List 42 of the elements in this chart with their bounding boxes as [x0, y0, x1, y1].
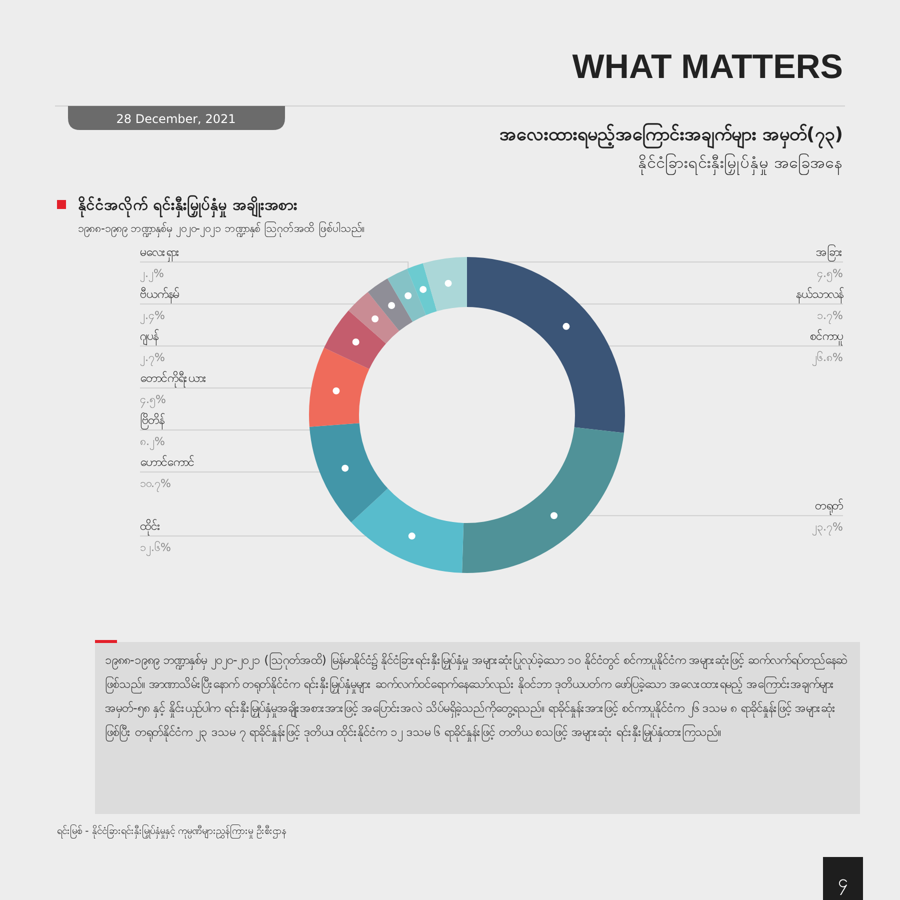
- slice-label: နယ်သာလန်: [796, 286, 844, 304]
- donut-slice: [467, 257, 625, 433]
- data-label: ၂၃.၇%: [812, 520, 843, 536]
- donut-slice: [309, 348, 370, 427]
- slice-label: အခြား: [816, 243, 843, 262]
- slice-label: ဗီယက်နမ်: [140, 286, 179, 304]
- slice-label: ထိုင်း: [140, 518, 161, 536]
- data-label: ၁.၇%: [817, 309, 843, 324]
- donut-slice: [406, 263, 437, 316]
- data-label: ၈.၂%: [140, 435, 165, 450]
- data-label: ၄.၅%: [817, 267, 843, 282]
- data-label: ၂.၂%: [140, 267, 164, 282]
- data-label: ၁၂.၆%: [140, 541, 171, 556]
- slice-label: တောင်ကိုရီးယား: [140, 370, 207, 388]
- donut-slice: [351, 488, 464, 573]
- text: ၄: [838, 871, 848, 895]
- slice-label: စင်ကာပူ: [810, 328, 843, 346]
- slice-label: တရုတ်: [815, 498, 843, 516]
- text: ရင်းမြစ် - နိုင်ငံခြားရင်းနှီးမြှုပ်နှံမှုနှင့် ကုမ္ပဏီများညွှန်ကြားမှု ဦးစီးဌာန: [57, 823, 286, 839]
- text: WHAT MATTERS: [572, 48, 843, 86]
- chart-title: အလေးထားရမည့်အကြောင်းအချက်များ အမှတ်(၇၃): [499, 122, 843, 149]
- slice-label: ဂျပန်: [140, 328, 159, 346]
- donut-slice: [309, 423, 388, 522]
- data-label: ၁၀.၇%: [140, 477, 171, 492]
- slice-label: မလေးရှား: [140, 245, 180, 262]
- donut-slice: [324, 310, 386, 370]
- text: ၁၉၈၈-၁၉၈၉ ဘဏ္ဍာနှစ်မှ ၂၀၂၀-၂၀၂၁ ဘဏ္ဍာနှစ် ဩဂုတ်အထိ ဖြစ်ပါသည်။: [78, 221, 364, 237]
- text: 28 December, 2021: [116, 112, 236, 126]
- donut-slice: [348, 292, 400, 344]
- slice-label: ဗြိတိန်: [140, 412, 165, 430]
- data-label: ၂.၄%: [140, 309, 165, 324]
- donut-slice: [422, 257, 467, 312]
- data-label: ၂၆.၈%: [812, 351, 843, 366]
- donut-slice: [387, 268, 426, 322]
- data-label: ၂.၇%: [140, 351, 165, 366]
- text: ၁၉၈၈-၁၉၈၉ ဘဏ္ဍာနှစ်မှ ၂၀၂၀-၂၀၂၁ (ဩဂုတ်အထိ) မြန်မာနိုင်ငံ၌ နိုင်ငံခြားရင်းနှီးမြှုပ်နှံမှု အများဆုံးပြုလုပ်ခဲ့သော ၁၀ နိုင်ငံတွင် စင်ကာပူနိုင်ငံက အများဆုံးဖြင့် ဆက်လက်ရပ်တည်နေဆဲ ဖြစ်သည်။ အာဏာသိမ်းပြီးနောက် တရုတ်နိုင်ငံက ရင်းနှီးမြှုပ်နှံမှုများ ဆက်လက်ဝင်ရောက်နေသော်လည်း နိုဝင်ဘာ ဒုတိယပတ်က ဖော်ပြခဲ့သော အလေးထားရမည့် အကြောင်းအချက်များ အမှတ်-၅၈ နှင့် နှိုင်းယှဉ်ပါက ရင်းနှီးမြှုပ်နှံမှုအချိုးအစားအားဖြင့် အပြောင်းအလဲ သိပ်မရှိခဲ့သည်ကိုတွေ့ရသည်။ ရာခိုင်နှုန်းအားဖြင့် စင်ကာပူနိုင်ငံက ၂၆ ဒသမ ၈ ရာခိုင်နှုန်းဖြင့် အများဆုံးဖြစ်ပြီး တရုတ်နိုင်ငံက ၂၃ ဒသမ ၇ ရာခိုင်နှုန်းဖြင့် ဒုတိယ၊ ထိုင်းနိုင်ငံက ၁၂ ဒသမ ၆ ရာခိုင်နှုန်းဖြင့် တတိယ စသဖြင့် အများဆုံး ရင်းနှီးမြှုပ်နှံထားကြသည်။: [105, 652, 848, 744]
- text: နိုင်ငံအလိုက် ရင်းနှီးမြှုပ်နှံမှု အချိုးအစား: [78, 194, 298, 218]
- slice-label: ဟောင်ကောင်: [140, 454, 194, 469]
- donut-slice: [462, 427, 624, 573]
- chart-subtitle: နိုင်ငံခြားရင်းနှီးမြှုပ်နှံမှု အခြေအနေ: [638, 153, 843, 175]
- data-label: ၄.၅%: [140, 393, 166, 408]
- donut-slice: [368, 278, 413, 331]
